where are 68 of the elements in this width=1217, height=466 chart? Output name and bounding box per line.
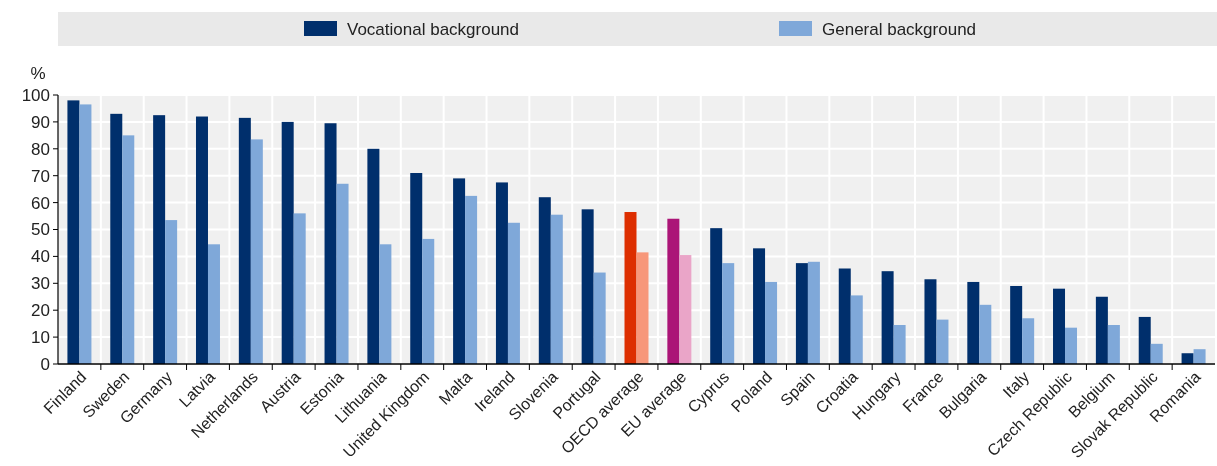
bar bbox=[936, 319, 949, 364]
bar bbox=[453, 178, 466, 364]
bar bbox=[495, 182, 508, 364]
bar bbox=[979, 304, 992, 364]
bar bbox=[1095, 296, 1108, 364]
bar bbox=[636, 252, 649, 364]
bar bbox=[122, 135, 135, 364]
bar bbox=[667, 218, 680, 364]
y-tick-label: 70 bbox=[31, 166, 50, 186]
bar bbox=[753, 248, 766, 364]
bar bbox=[924, 279, 937, 364]
bar bbox=[336, 183, 349, 364]
y-tick-label: 80 bbox=[31, 139, 50, 159]
bar bbox=[67, 100, 80, 364]
legend-label: Vocational background bbox=[347, 20, 520, 39]
y-tick-label: 30 bbox=[31, 274, 50, 294]
y-tick-label: 100 bbox=[21, 85, 50, 105]
bar bbox=[722, 263, 735, 364]
bar bbox=[679, 255, 692, 364]
bar bbox=[838, 268, 851, 364]
bar bbox=[465, 195, 478, 364]
bar bbox=[293, 213, 306, 364]
bar bbox=[1181, 353, 1194, 364]
bar bbox=[1022, 318, 1035, 364]
bar bbox=[410, 173, 423, 364]
bar bbox=[153, 115, 166, 364]
bar bbox=[250, 139, 263, 364]
bar bbox=[710, 228, 723, 364]
bar bbox=[1150, 343, 1163, 364]
bar bbox=[1107, 325, 1120, 364]
bar bbox=[795, 263, 808, 364]
bar bbox=[422, 238, 435, 364]
bar bbox=[281, 121, 294, 364]
y-tick-label: 10 bbox=[31, 328, 50, 348]
bar bbox=[195, 116, 208, 364]
bar bbox=[1010, 285, 1023, 364]
bar bbox=[538, 197, 551, 364]
bar bbox=[1138, 316, 1151, 364]
bar bbox=[238, 117, 251, 364]
bar bbox=[1065, 327, 1078, 364]
bar bbox=[207, 244, 220, 364]
bar bbox=[581, 209, 594, 364]
bar bbox=[881, 271, 894, 364]
bar bbox=[1193, 349, 1206, 364]
bar bbox=[324, 123, 337, 364]
y-tick-label: 0 bbox=[40, 354, 50, 374]
y-axis-title: % bbox=[30, 64, 46, 83]
bar bbox=[110, 113, 123, 364]
bar bbox=[850, 295, 863, 364]
bar bbox=[367, 148, 380, 364]
bar bbox=[893, 325, 906, 364]
bar bbox=[550, 214, 563, 364]
y-tick-label: 40 bbox=[31, 247, 50, 267]
bar bbox=[1053, 288, 1066, 364]
bar bbox=[507, 222, 520, 364]
bar bbox=[79, 104, 92, 364]
y-tick-label: 90 bbox=[31, 112, 50, 132]
bar bbox=[765, 281, 778, 364]
y-tick-label: 50 bbox=[31, 220, 50, 240]
bar bbox=[165, 220, 178, 364]
y-tick-label: 20 bbox=[31, 301, 50, 321]
bar bbox=[624, 212, 637, 364]
bar bbox=[593, 272, 606, 364]
bar bbox=[807, 261, 820, 364]
legend-label: General background bbox=[822, 20, 977, 39]
y-tick-label: 60 bbox=[31, 193, 50, 213]
bar bbox=[379, 244, 392, 364]
bar bbox=[967, 281, 980, 364]
